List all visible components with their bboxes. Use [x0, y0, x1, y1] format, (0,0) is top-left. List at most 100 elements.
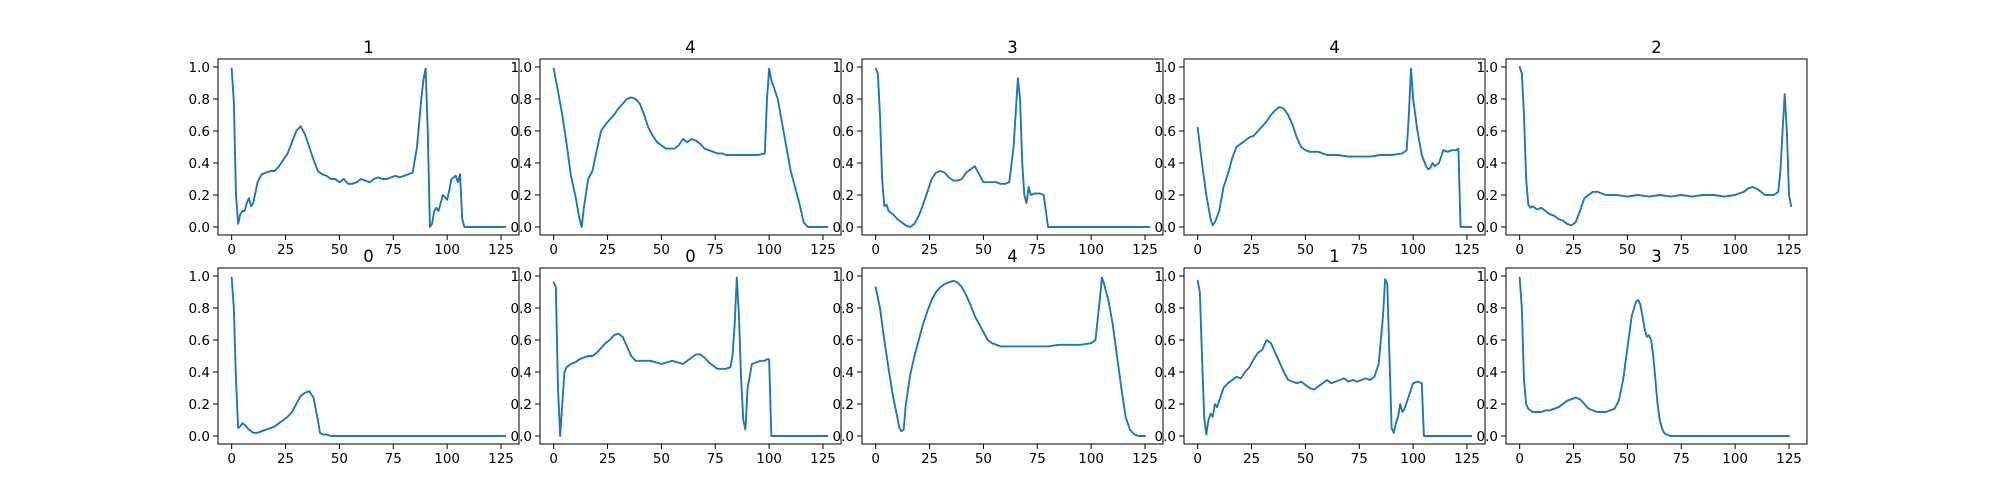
y-tick-label: 0.6: [189, 333, 210, 349]
series-line: [1196, 67, 1473, 228]
series-line: [874, 276, 1146, 437]
subplot-title: 0: [363, 247, 374, 266]
x-tick-label: 25: [921, 451, 938, 467]
subplot-title: 4: [685, 38, 696, 57]
y-tick-label: 0.8: [1477, 92, 1498, 108]
x-tick-label: 100: [1078, 242, 1104, 258]
subplot-title: 1: [1329, 247, 1340, 266]
series-line: [230, 67, 507, 228]
y-tick-label: 0.4: [833, 156, 854, 172]
y-tick-label: 1.0: [189, 269, 210, 285]
y-tick-label: 0.2: [833, 188, 854, 204]
y-tick-label: 0.2: [511, 397, 532, 413]
subplot-5: 0 25 50 75 100 125 0.0 0.2 0.4 0.6 0.8 1.0 2: [1477, 38, 1808, 258]
subplot-1: 0 25 50 75 100 125 0.0 0.2 0.4 0.6 0.8 1.0 1: [189, 38, 520, 258]
x-tick-label: 75: [385, 242, 402, 258]
y-tick-label: 1.0: [833, 269, 854, 285]
y-tick-label: 0.8: [1477, 301, 1498, 317]
y-tick-label: 0.2: [833, 397, 854, 413]
y-tick-label: 1.0: [189, 60, 210, 76]
x-tick-label: 125: [1132, 451, 1158, 467]
y-tick-label: 0.8: [1155, 92, 1176, 108]
y-tick-label: 0.4: [511, 156, 532, 172]
y-tick-label: 0.6: [833, 333, 854, 349]
y-tick-label: 1.0: [833, 60, 854, 76]
x-tick-label: 75: [1351, 242, 1368, 258]
y-tick-label: 0.0: [189, 220, 210, 236]
x-tick-label: 50: [975, 242, 992, 258]
y-tick-label: 0.8: [511, 301, 532, 317]
x-tick-label: 0: [1193, 242, 1202, 258]
x-tick-label: 50: [653, 451, 670, 467]
y-tick-label: 1.0: [1477, 269, 1498, 285]
x-tick-label: 25: [921, 242, 938, 258]
x-tick-label: 125: [810, 242, 836, 258]
y-tick-label: 0.4: [833, 365, 854, 381]
x-tick-label: 75: [707, 242, 724, 258]
y-tick-label: 0.4: [1155, 365, 1176, 381]
x-tick-label: 25: [1243, 451, 1260, 467]
series-line: [552, 276, 829, 437]
axes-frame: [1505, 58, 1808, 236]
subplot-8: 0 25 50 75 100 125 0.0 0.2 0.4 0.6 0.8 1.0 4: [833, 247, 1164, 467]
series-line: [1518, 66, 1793, 227]
x-tick-label: 125: [488, 451, 514, 467]
x-tick-label: 50: [331, 451, 348, 467]
x-tick-label: 125: [1454, 242, 1480, 258]
y-tick-label: 0.8: [1155, 301, 1176, 317]
x-tick-label: 50: [1619, 451, 1636, 467]
y-tick-label: 0.2: [1155, 397, 1176, 413]
x-tick-label: 100: [1400, 451, 1426, 467]
subplot-6: 0 25 50 75 100 125 0.0 0.2 0.4 0.6 0.8 1.0 0: [189, 247, 520, 467]
y-tick-label: 0.0: [189, 429, 210, 445]
series-line: [1518, 276, 1790, 437]
subplot-title: 3: [1007, 38, 1018, 57]
series-line: [874, 67, 1151, 228]
y-tick-label: 0.4: [189, 156, 210, 172]
y-tick-label: 0.0: [833, 429, 854, 445]
subplot-title: 4: [1007, 247, 1018, 266]
x-tick-label: 125: [1454, 451, 1480, 467]
axes-frame: [1183, 267, 1486, 445]
y-tick-label: 0.8: [189, 92, 210, 108]
y-tick-label: 0.0: [511, 429, 532, 445]
x-tick-label: 25: [599, 451, 616, 467]
x-tick-label: 50: [975, 451, 992, 467]
x-tick-label: 125: [1776, 242, 1802, 258]
x-tick-label: 100: [1078, 451, 1104, 467]
y-tick-label: 0.2: [1155, 188, 1176, 204]
x-tick-label: 25: [1243, 242, 1260, 258]
y-tick-label: 0.6: [511, 124, 532, 140]
axes-frame: [1183, 58, 1486, 236]
y-tick-label: 0.6: [189, 124, 210, 140]
x-tick-label: 100: [1722, 451, 1748, 467]
x-tick-label: 125: [810, 451, 836, 467]
axes-frame: [1505, 267, 1808, 445]
axes-frame: [861, 267, 1164, 445]
y-tick-label: 0.8: [511, 92, 532, 108]
y-tick-label: 0.2: [189, 188, 210, 204]
series-line: [552, 67, 829, 228]
subplot-7: 0 25 50 75 100 125 0.0 0.2 0.4 0.6 0.8 1.0 0: [511, 247, 842, 467]
subplot-title: 2: [1651, 38, 1662, 57]
y-tick-label: 0.4: [1155, 156, 1176, 172]
y-tick-label: 0.0: [1155, 429, 1176, 445]
x-tick-label: 100: [434, 242, 460, 258]
y-tick-label: 0.0: [1155, 220, 1176, 236]
x-tick-label: 50: [1619, 242, 1636, 258]
x-tick-label: 75: [1029, 451, 1046, 467]
x-tick-label: 25: [277, 242, 294, 258]
x-tick-label: 0: [549, 242, 558, 258]
axes-frame: [539, 267, 842, 445]
x-tick-label: 0: [227, 242, 236, 258]
x-tick-label: 75: [1673, 242, 1690, 258]
y-tick-label: 1.0: [511, 60, 532, 76]
x-tick-label: 0: [1515, 242, 1524, 258]
x-tick-label: 0: [1515, 451, 1524, 467]
y-tick-label: 0.6: [1155, 333, 1176, 349]
series-line: [1196, 278, 1473, 437]
x-tick-label: 125: [1776, 451, 1802, 467]
x-tick-label: 50: [653, 242, 670, 258]
y-tick-label: 0.0: [833, 220, 854, 236]
x-tick-label: 75: [385, 451, 402, 467]
